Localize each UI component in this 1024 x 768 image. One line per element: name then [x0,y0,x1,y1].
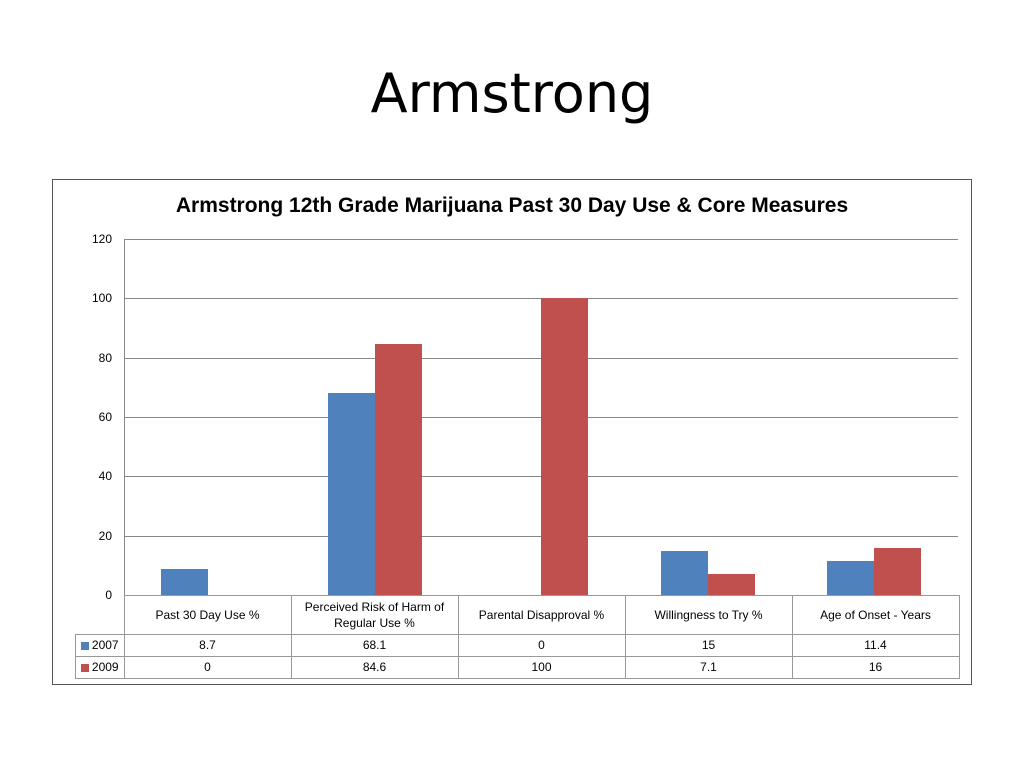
y-tick-label: 40 [98,469,112,484]
table-header: Perceived Risk of Harm of Regular Use % [290,595,459,635]
table-cell: 84.6 [290,655,459,679]
table-cell: 100 [457,655,626,679]
table-cell: 15 [624,633,793,657]
legend-2007: 2007 [75,633,125,657]
table-cell: 11.4 [791,633,960,657]
y-tick-label: 100 [91,291,112,306]
plot-area [124,239,958,596]
table-row: 2007 8.7 68.1 0 15 11.4 [75,633,960,657]
table-header: Willingness to Try % [624,595,793,635]
bar-2009 [541,298,589,595]
y-tick-label: 0 [105,588,112,602]
bar-2009 [707,573,755,595]
bar-2007 [327,392,375,595]
table-header: Past 30 Day Use % [123,595,292,635]
bar-2007 [827,561,875,595]
y-tick-label: 120 [91,232,112,246]
table-cell: 8.7 [123,633,292,657]
bar-2007 [161,569,208,595]
chart-title: Armstrong 12th Grade Marijuana Past 30 D… [175,194,849,217]
table-header: Parental Disapproval % [457,595,626,635]
bar-2009 [374,344,422,595]
y-tick-label: 80 [98,350,112,365]
table-header: Age of Onset - Years [791,595,960,635]
slide-title: Armstrong [370,62,654,125]
table-cell: 0 [457,633,626,657]
legend-swatch-icon [80,641,89,650]
data-table: Past 30 Day Use % Perceived Risk of Harm… [75,595,960,679]
y-tick-label: 20 [98,528,112,543]
bar-2007 [660,550,708,595]
table-cell: 0 [123,655,292,679]
table-cell: 7.1 [624,655,793,679]
legend-swatch-icon [80,663,89,672]
table-row: 2009 0 84.6 100 7.1 16 [75,655,960,679]
bar-2009 [874,547,922,595]
table-header-row: Past 30 Day Use % Perceived Risk of Harm… [76,595,960,635]
table-cell: 16 [791,655,960,679]
y-tick-label: 60 [98,410,112,424]
legend-2009: 2009 [75,655,125,679]
gridline [125,239,958,240]
table-cell: 68.1 [290,633,459,657]
